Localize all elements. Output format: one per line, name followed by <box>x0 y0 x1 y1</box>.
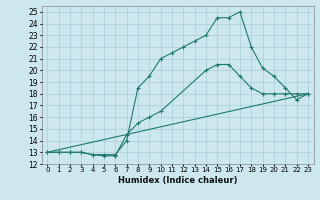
X-axis label: Humidex (Indice chaleur): Humidex (Indice chaleur) <box>118 176 237 185</box>
